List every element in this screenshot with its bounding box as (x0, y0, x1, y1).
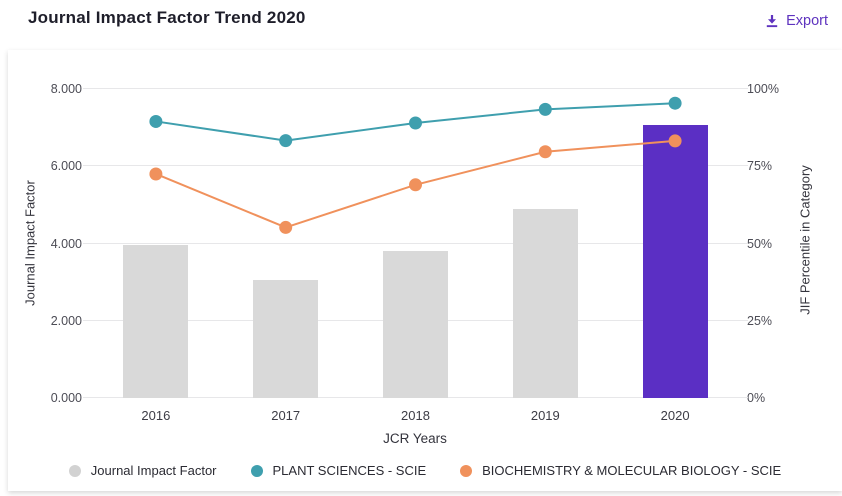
export-button[interactable]: Export (761, 11, 832, 31)
download-icon (765, 14, 779, 28)
axis-tick-label: 50% (747, 236, 773, 251)
bar-2020[interactable] (642, 125, 708, 398)
axis-tick-label: 25% (747, 313, 773, 328)
right-axis-ticks: 0% 25% 50% 75% 100% (747, 82, 817, 405)
x-tick-label-2017: 2017 (271, 408, 301, 423)
point-biochemistry-molecular-biology-scie-2020[interactable] (668, 134, 682, 148)
axis-tick-label: 4.000 (50, 236, 82, 251)
point-plant-sciences-scie-2016[interactable] (149, 114, 163, 128)
point-plant-sciences-scie-2017[interactable] (279, 134, 293, 148)
bar-2016[interactable] (123, 245, 189, 398)
plot-area (83, 88, 748, 398)
legend-label: BIOCHEMISTRY & MOLECULAR BIOLOGY - SCIE (482, 463, 782, 478)
chart-card: Journal Impact Factor JIF Percentile in … (8, 50, 842, 491)
legend-dot-jif-icon (68, 464, 81, 477)
axis-tick-label: 6.000 (50, 159, 82, 174)
point-plant-sciences-scie-2018[interactable] (409, 116, 422, 130)
export-label: Export (786, 13, 828, 29)
line-series-layer (149, 96, 682, 234)
x-tick-label-2016: 2016 (141, 408, 171, 423)
x-tick-label-2020: 2020 (660, 408, 690, 423)
point-biochemistry-molecular-biology-scie-2016[interactable] (149, 167, 163, 181)
axis-tick-label: 100% (747, 82, 779, 96)
axis-tick-label: 2.000 (50, 313, 82, 328)
axis-tick-label: 75% (747, 159, 773, 174)
x-axis-title: JCR Years (383, 431, 447, 446)
axis-tick-label: 0% (747, 391, 766, 405)
bar-2019[interactable] (512, 209, 578, 398)
legend-item-journal-impact-factor[interactable]: Journal Impact Factor (68, 463, 217, 478)
left-axis-ticks: 0.000 2.000 4.000 6.000 8.000 (8, 82, 82, 405)
gridline (83, 165, 748, 167)
legend-item-biochemistry[interactable]: BIOCHEMISTRY & MOLECULAR BIOLOGY - SCIE (460, 463, 781, 478)
x-tick-label-2018: 2018 (401, 408, 430, 423)
bar-2017[interactable] (253, 279, 319, 398)
x-tick-label-2019: 2019 (530, 408, 560, 423)
gridline (83, 88, 748, 89)
legend-dot-biochemistry-icon (460, 464, 473, 477)
gridline (83, 242, 748, 244)
axis-tick-label: 0.000 (50, 391, 82, 405)
legend-label: Journal Impact Factor (90, 463, 217, 478)
legend-dot-plant-sciences-icon (250, 464, 263, 477)
axis-tick-label: 8.000 (50, 82, 82, 96)
chart-legend: Journal Impact Factor PLANT SCIENCES - S… (8, 463, 842, 478)
point-biochemistry-molecular-biology-scie-2017[interactable] (279, 220, 293, 234)
point-biochemistry-molecular-biology-scie-2019[interactable] (538, 145, 552, 159)
legend-label: PLANT SCIENCES - SCIE (272, 463, 427, 478)
point-biochemistry-molecular-biology-scie-2018[interactable] (409, 178, 422, 192)
page-title: Journal Impact Factor Trend 2020 (28, 8, 306, 27)
legend-item-plant-sciences[interactable]: PLANT SCIENCES - SCIE (250, 463, 427, 478)
bar-2018[interactable] (383, 250, 448, 398)
point-plant-sciences-scie-2020[interactable] (668, 96, 682, 110)
point-plant-sciences-scie-2019[interactable] (538, 102, 552, 116)
